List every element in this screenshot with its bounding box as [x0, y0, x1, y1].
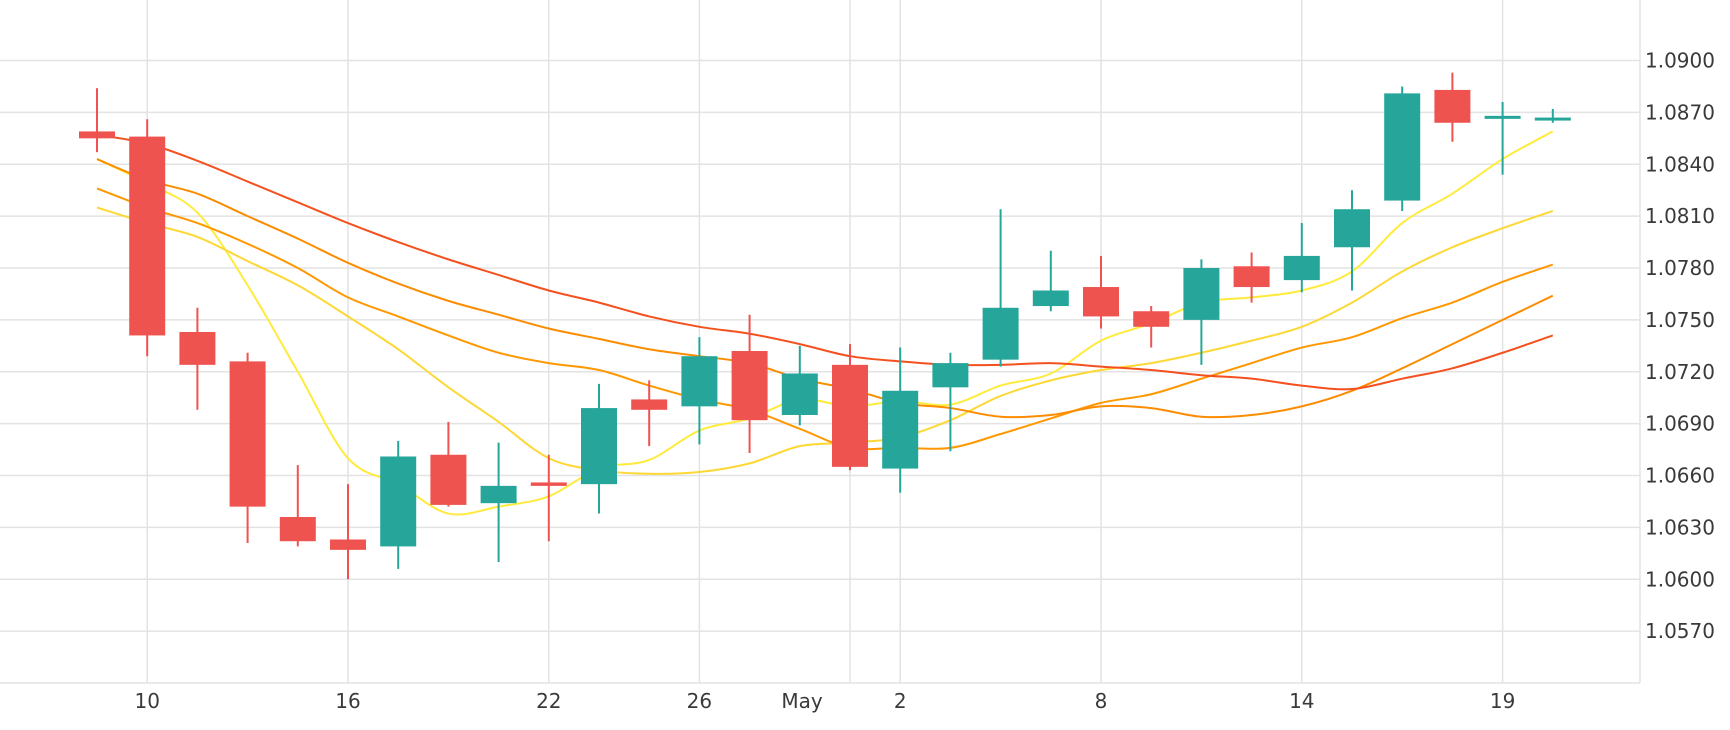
x-tick-label: 14: [1289, 689, 1314, 713]
moving-average-4: [96, 158, 1554, 419]
candle: [1534, 108, 1571, 123]
candle: [480, 442, 517, 562]
candle-body-up: [781, 373, 818, 415]
candle: [279, 465, 316, 547]
candle-body-up: [380, 456, 417, 547]
candle: [1083, 255, 1119, 329]
candle: [229, 352, 266, 543]
candle: [380, 440, 417, 569]
candle-body-down: [179, 331, 216, 365]
y-axis-tick-labels: 1.0900 1.0870 1.0840 1.0810 1.0780 1.0750 1.07…: [1645, 49, 1715, 644]
candle-body-down: [1434, 89, 1471, 123]
candle: [1434, 72, 1471, 142]
candle: [1133, 306, 1170, 348]
y-tick-label: 1.0690: [1645, 412, 1715, 436]
candle-body-down: [631, 399, 668, 410]
candle-body-down: [1083, 287, 1119, 317]
candle-body-up: [1032, 290, 1069, 307]
moving-average-2: [96, 206, 1554, 475]
x-tick-label: 19: [1490, 689, 1515, 713]
x-tick-label: 2: [894, 689, 907, 713]
candle-body-up: [1334, 209, 1370, 248]
candle-body-down: [330, 539, 366, 550]
moving-average-1: [96, 130, 1554, 516]
candle: [581, 383, 617, 514]
candle-body-down: [731, 351, 768, 421]
moving-average-3: [96, 187, 1554, 451]
candle: [430, 421, 467, 507]
x-tick-label: 8: [1095, 689, 1108, 713]
x-tick-label: 10: [134, 689, 159, 713]
candle: [79, 88, 115, 153]
candle: [530, 454, 567, 542]
candle-body-up: [1384, 93, 1421, 201]
candle-body-up: [681, 356, 718, 407]
candle: [1233, 252, 1270, 303]
candle-body-up: [1283, 255, 1320, 281]
candle-body-up: [1484, 115, 1521, 119]
y-tick-label: 1.0720: [1645, 360, 1715, 384]
y-tick-label: 1.0660: [1645, 464, 1715, 488]
candle: [1183, 259, 1220, 365]
candle: [1384, 86, 1421, 211]
candle: [832, 344, 868, 471]
candle-body-down: [832, 364, 868, 467]
y-tick-label: 1.0750: [1645, 308, 1715, 332]
candle: [129, 119, 166, 357]
x-axis-tick-labels: 10 16 22 26 May 2 8 14 19: [134, 689, 1515, 713]
candle: [882, 347, 919, 493]
candle-body-up: [932, 363, 969, 388]
candle-body-down: [430, 454, 467, 505]
candle-body-down: [1133, 311, 1170, 327]
x-tick-label: 26: [687, 689, 712, 713]
candle: [781, 345, 818, 426]
x-tick-label: 22: [536, 689, 561, 713]
candle-body-up: [882, 390, 919, 469]
candle: [731, 314, 768, 454]
candle-body-down: [79, 131, 115, 139]
candle: [330, 484, 366, 580]
candle: [932, 352, 969, 452]
candles: [79, 72, 1571, 580]
candle-body-up: [1183, 268, 1220, 320]
x-gridlines: [146, 0, 1504, 683]
candle-body-down: [229, 361, 266, 507]
candle-body-up: [581, 408, 617, 485]
x-tick-label: 16: [335, 689, 360, 713]
candle-body-down: [530, 482, 567, 486]
candle: [1334, 190, 1370, 291]
candle: [179, 307, 216, 410]
y-tick-label: 1.0570: [1645, 619, 1715, 643]
candle-body-down: [129, 136, 166, 336]
y-tick-label: 1.0840: [1645, 152, 1715, 176]
moving-average-5: [96, 133, 1554, 391]
candle: [1283, 223, 1320, 293]
y-gridlines: [0, 0, 1641, 684]
candle: [1484, 102, 1521, 175]
y-tick-label: 1.0870: [1645, 100, 1715, 124]
candle-body-up: [480, 485, 517, 504]
candle-body-down: [1233, 266, 1270, 288]
candle: [982, 209, 1019, 367]
y-tick-label: 1.0810: [1645, 204, 1715, 228]
y-tick-label: 1.0630: [1645, 515, 1715, 539]
moving-average-lines: [96, 130, 1554, 516]
candle: [1032, 250, 1069, 312]
y-tick-label: 1.0600: [1645, 567, 1715, 591]
x-tick-label: May: [781, 689, 823, 713]
y-tick-label: 1.0900: [1645, 49, 1715, 73]
candle: [631, 380, 668, 447]
candle-body-up: [1534, 117, 1571, 121]
candle-body-up: [982, 307, 1019, 360]
candle-body-down: [279, 517, 316, 542]
y-tick-label: 1.0780: [1645, 256, 1715, 280]
candle: [681, 337, 718, 445]
